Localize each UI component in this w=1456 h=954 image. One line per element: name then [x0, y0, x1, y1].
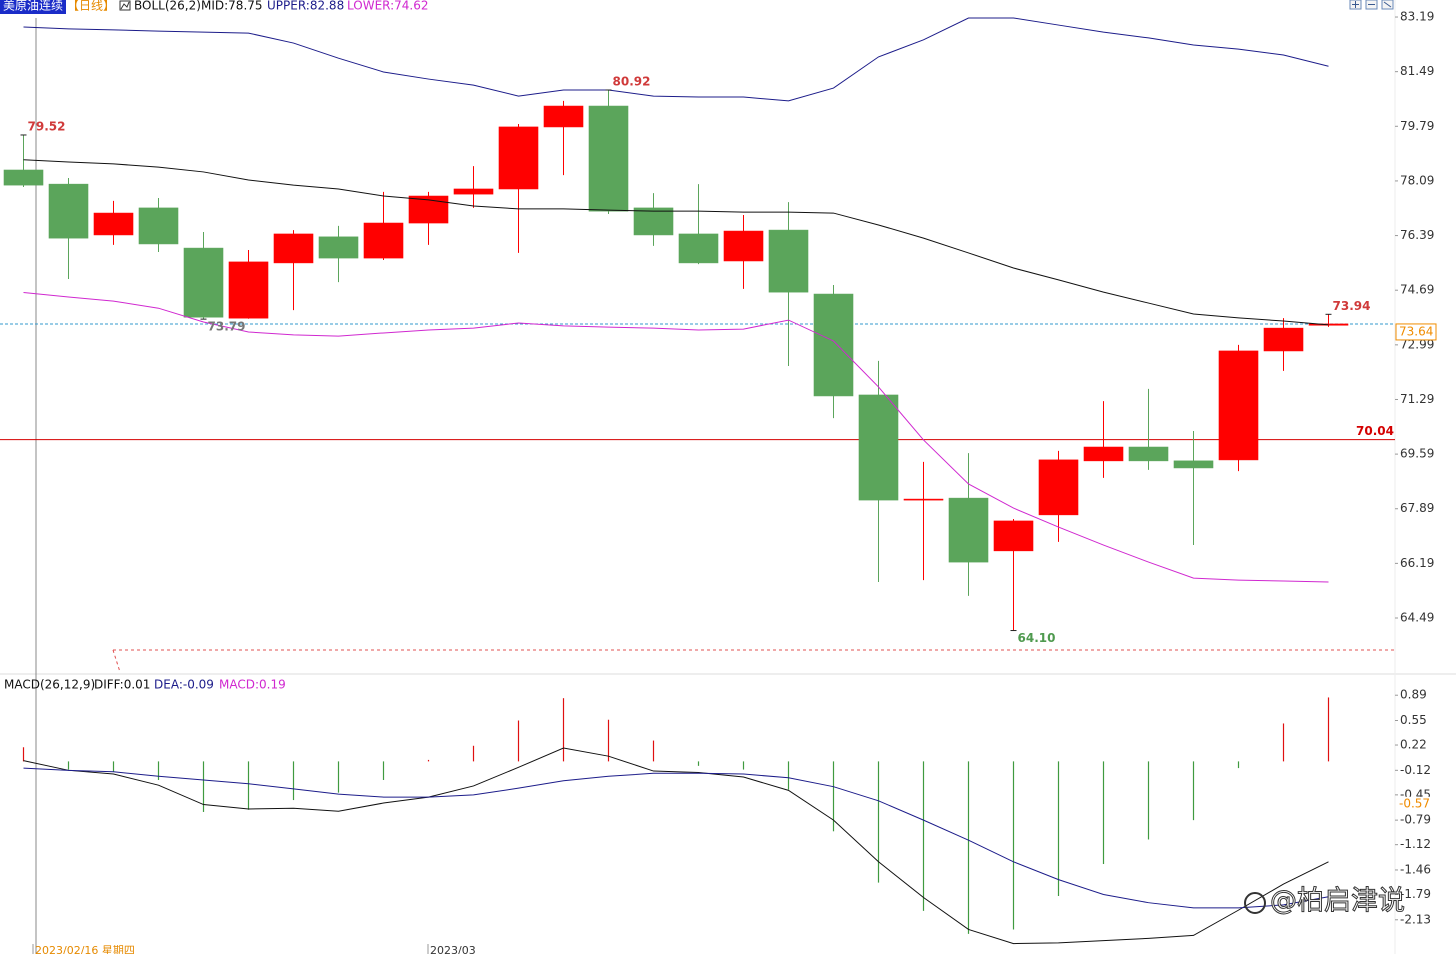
- candle-body: [1218, 350, 1259, 461]
- toolbar: [1349, 0, 1394, 10]
- y-tick-label: 79.79: [1400, 119, 1434, 133]
- candle-body: [768, 229, 809, 293]
- y-tick-label: -1.79: [1400, 887, 1431, 901]
- y-tick-label: 83.19: [1400, 10, 1434, 24]
- boll-lower: LOWER:74.62: [347, 0, 429, 13]
- annotation-label: 73.94: [1333, 299, 1371, 313]
- indicator-line: [23, 17, 1329, 102]
- indicator-line: [23, 767, 1329, 909]
- symbol-box: [0, 0, 66, 14]
- candle-body: [633, 207, 674, 236]
- annotation-label: 73.79: [208, 320, 246, 334]
- x-tick-label: 2023/03: [430, 944, 476, 954]
- cursor-value-label: -0.57: [1399, 796, 1430, 810]
- last-price-label: 73.64: [1399, 324, 1433, 338]
- macd-legend: MACD(26,12,9): [4, 678, 95, 692]
- indicator-line: [23, 747, 1329, 945]
- indicator-line: [23, 159, 1329, 326]
- candle-body: [228, 261, 269, 319]
- candle-body: [588, 105, 629, 212]
- y-tick-label: 71.29: [1400, 392, 1434, 406]
- candle-body: [543, 105, 584, 128]
- indicator-icon[interactable]: [119, 0, 131, 11]
- annotation-label: 64.10: [1018, 631, 1056, 645]
- candle-body: [453, 188, 494, 195]
- candle-body: [138, 207, 179, 245]
- watermark-logo: [1244, 892, 1266, 914]
- candle-body: [498, 126, 539, 190]
- candle-body: [723, 230, 764, 262]
- macd-legend: DEA:-0.09: [154, 678, 214, 692]
- candle-body: [363, 222, 404, 259]
- y-tick-label: -1.46: [1400, 862, 1431, 876]
- candle-body: [1083, 446, 1124, 462]
- candle-body: [183, 247, 224, 318]
- candle-body: [1038, 459, 1079, 516]
- x-tick-label: 2023/02/16 星期四: [35, 944, 135, 954]
- y-tick-label: 76.39: [1400, 228, 1434, 242]
- y-tick-label: 0.22: [1400, 738, 1427, 752]
- macd-panel: 0.890.550.22-0.12-0.45-0.79-1.12-1.46-1.…: [4, 678, 1436, 954]
- last-price-box: [1395, 323, 1437, 341]
- y-tick-label: 81.49: [1400, 64, 1434, 78]
- period: 【日线】: [67, 0, 115, 13]
- y-tick-label: -0.12: [1400, 763, 1431, 777]
- y-tick-label: 0.55: [1400, 713, 1427, 727]
- candle-body: [903, 498, 944, 501]
- candle-body: [3, 169, 44, 186]
- y-tick-label: 72.99: [1400, 337, 1434, 351]
- symbol: 美原油连续: [3, 0, 63, 13]
- candle-body: [1173, 460, 1214, 469]
- macd-legend: MACD:0.19: [219, 678, 286, 692]
- candle-body: [93, 212, 134, 236]
- y-tick-label: -2.13: [1400, 912, 1431, 926]
- indicator-line: [23, 291, 1329, 583]
- cursor-value-box: [1396, 796, 1436, 811]
- candle-body: [318, 236, 359, 259]
- candle-body: [948, 497, 989, 563]
- annotation-label: 79.52: [28, 119, 66, 133]
- candle-body: [858, 394, 899, 501]
- y-tick-label: 74.69: [1400, 283, 1434, 297]
- y-tick-label: 64.49: [1400, 611, 1434, 625]
- y-tick-label: 0.89: [1400, 688, 1427, 702]
- y-tick-label: 66.19: [1400, 556, 1434, 570]
- toolbar-glyph: [1383, 1, 1392, 8]
- y-tick-label: -1.12: [1400, 837, 1431, 851]
- candle-body: [993, 520, 1034, 552]
- watermark: @柏启津说: [1270, 886, 1405, 917]
- y-tick-label: 78.09: [1400, 173, 1434, 187]
- y-tick-label: -0.79: [1400, 813, 1431, 827]
- candle-body: [48, 183, 89, 239]
- y-tick-label: 67.89: [1400, 501, 1434, 515]
- candle-body: [813, 293, 854, 397]
- candle-body: [678, 233, 719, 264]
- candle-body: [273, 233, 314, 264]
- annotation-label: 80.92: [613, 74, 651, 88]
- low-guide-line: [112, 649, 121, 673]
- y-tick-label: 69.59: [1400, 447, 1434, 461]
- boll-mid: MID:78.75: [201, 0, 263, 13]
- candle-body: [1263, 327, 1304, 352]
- candle-body: [408, 195, 449, 224]
- candle-body: [1128, 446, 1169, 462]
- macd-legend: DIFF:0.01: [94, 678, 150, 692]
- reference-label: 70.04: [1356, 424, 1394, 438]
- boll-upper: UPPER:82.88: [267, 0, 344, 13]
- main-panel: 83.19 81.49 79.79 78.09 76.39 74.69 72.99 71.29…: [0, 10, 1437, 645]
- indicator-name: BOLL(26,2): [134, 0, 201, 13]
- indicator-icon-glyph: [120, 1, 130, 10]
